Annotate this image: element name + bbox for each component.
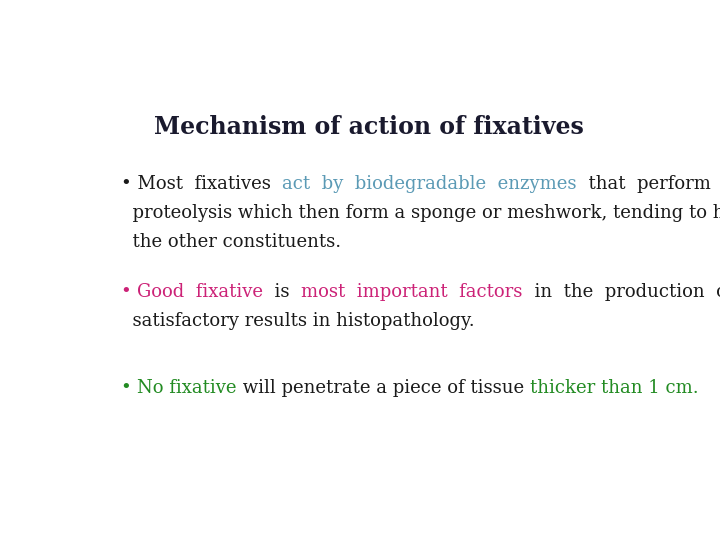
Text: in  the  production  of: in the production of [523, 283, 720, 301]
Text: proteolysis which then form a sponge or meshwork, tending to hold: proteolysis which then form a sponge or … [121, 204, 720, 222]
Text: •: • [121, 379, 138, 397]
Text: Good  fixative: Good fixative [138, 283, 264, 301]
Text: thicker than 1 cm.: thicker than 1 cm. [530, 379, 698, 397]
Text: the other constituents.: the other constituents. [121, 233, 341, 251]
Text: act  by  biodegradable  enzymes: act by biodegradable enzymes [282, 175, 577, 193]
Text: that  perform  a: that perform a [577, 175, 720, 193]
Text: satisfactory results in histopathology.: satisfactory results in histopathology. [121, 312, 474, 330]
Text: • Most  fixatives: • Most fixatives [121, 175, 282, 193]
Text: •: • [121, 283, 138, 301]
Text: is: is [264, 283, 301, 301]
Text: most  important  factors: most important factors [301, 283, 523, 301]
Text: No fixative: No fixative [138, 379, 237, 397]
Text: Mechanism of action of fixatives: Mechanism of action of fixatives [154, 114, 584, 139]
Text: will penetrate a piece of tissue: will penetrate a piece of tissue [237, 379, 530, 397]
